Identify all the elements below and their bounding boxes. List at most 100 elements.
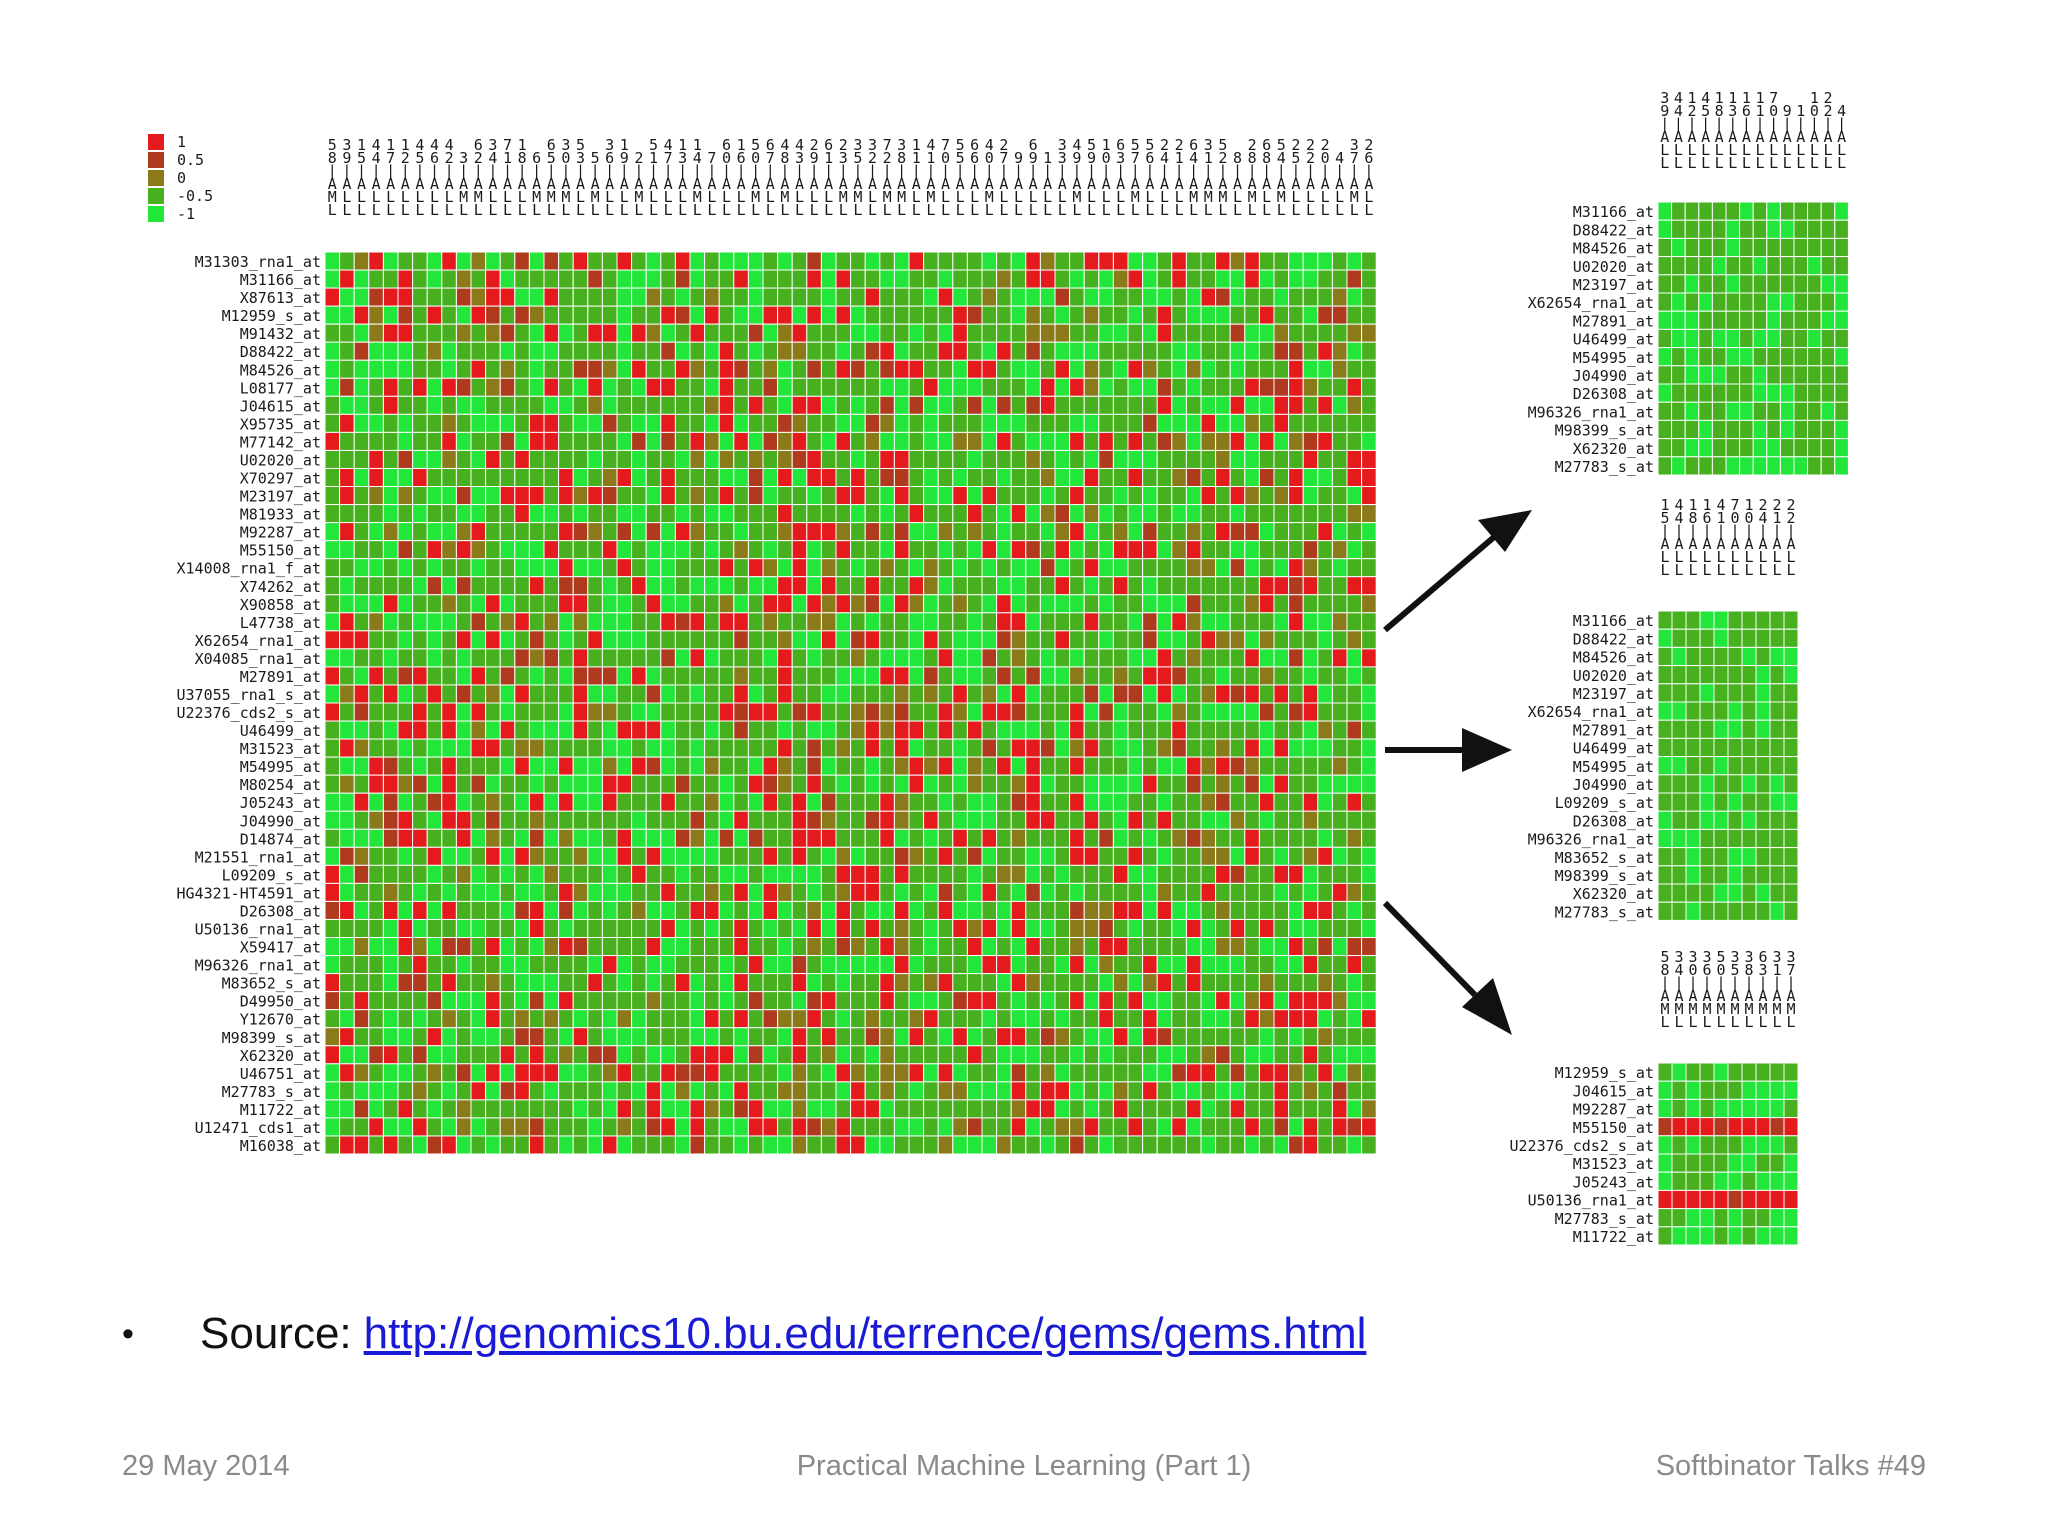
- heatmap-cell: [543, 900, 560, 920]
- heatmap-cell: [1039, 973, 1056, 993]
- row-label: M81933_at: [240, 506, 321, 524]
- heatmap-cell: [1112, 522, 1129, 542]
- heatmap-cell: [558, 594, 574, 614]
- heatmap-cell: [543, 449, 560, 469]
- heatmap-cell: [747, 991, 764, 1011]
- column-header-code: A: [678, 175, 687, 193]
- heatmap-cell: [820, 1045, 837, 1065]
- heatmap-cell: [1288, 810, 1304, 830]
- column-header-code: L: [707, 188, 716, 206]
- heatmap-cell: [1671, 438, 1686, 458]
- heatmap-cell: [514, 377, 530, 397]
- heatmap-cell: [689, 431, 706, 451]
- heatmap-cell: [733, 792, 749, 812]
- heatmap-cell: [996, 504, 1012, 524]
- heatmap-cell: [382, 684, 399, 704]
- heatmap-cell: [1127, 287, 1144, 307]
- column-header-code: L: [1730, 561, 1739, 579]
- heatmap-cell: [1156, 720, 1173, 740]
- column-header-digit: 6: [970, 136, 979, 154]
- heatmap-cell: [1779, 310, 1795, 330]
- heatmap-cell: [1288, 467, 1304, 488]
- heatmap-cell: [791, 738, 808, 758]
- column-header-digit: 1: [1744, 496, 1753, 514]
- heatmap-cell: [339, 522, 355, 542]
- heatmap-cell: [923, 828, 939, 848]
- heatmap-cell: [1258, 702, 1275, 722]
- heatmap-cell: [704, 810, 720, 830]
- heatmap-cell: [996, 1135, 1012, 1155]
- heatmap-cell: [368, 558, 384, 578]
- heatmap-cell: [791, 359, 808, 379]
- heatmap-cell: [820, 702, 837, 722]
- column-header-digit: 2: [839, 136, 848, 154]
- column-header-code: L: [1716, 561, 1725, 579]
- column-header-digit: 4: [1716, 496, 1725, 514]
- heatmap-cell: [1185, 1081, 1202, 1101]
- heatmap-cell: [1288, 955, 1304, 975]
- heatmap-cell: [1127, 1027, 1144, 1047]
- heatmap-cell: [412, 918, 428, 939]
- column-header-digit: 3: [1730, 948, 1739, 966]
- heatmap-cell: [923, 413, 939, 433]
- heatmap-cell: [339, 666, 355, 686]
- heatmap-cell: [1331, 1099, 1348, 1119]
- column-header-code: L: [1755, 154, 1764, 172]
- column-header-code: |: [342, 162, 351, 180]
- column-header-code: M: [1786, 1000, 1795, 1018]
- heatmap-cell: [1671, 701, 1687, 721]
- heatmap-cell: [601, 846, 618, 866]
- heatmap-cell: [1098, 486, 1114, 506]
- heatmap-cell: [1752, 237, 1768, 258]
- heatmap-cell: [1156, 774, 1173, 794]
- column-header-code: |: [810, 162, 819, 180]
- heatmap-cell: [631, 504, 647, 524]
- heatmap-cell: [601, 882, 618, 902]
- heatmap-cell: [1755, 901, 1771, 921]
- source-link[interactable]: http://genomics10.bu.edu/terrence/gems/g…: [363, 1309, 1367, 1358]
- heatmap-cell: [631, 1009, 647, 1029]
- column-header-code: A: [576, 175, 585, 193]
- heatmap-cell: [864, 305, 881, 325]
- column-header-code: L: [1810, 141, 1819, 159]
- heatmap-cell: [528, 900, 545, 920]
- heatmap-cell: [587, 955, 603, 975]
- heatmap-cell: [1200, 377, 1217, 397]
- heatmap-cell: [893, 377, 910, 397]
- heatmap-cell: [1331, 467, 1348, 488]
- heatmap-cell: [543, 1099, 560, 1119]
- heatmap-cell: [893, 251, 910, 271]
- heatmap-cell: [616, 323, 633, 343]
- column-header-digit: 1: [1687, 89, 1696, 107]
- heatmap-cell: [1069, 900, 1085, 920]
- heatmap-cell: [660, 251, 676, 271]
- column-header-digit: 5: [1660, 509, 1669, 527]
- heatmap-cell: [1657, 828, 1673, 849]
- heatmap-cell: [937, 540, 954, 560]
- heatmap-cell: [1288, 1027, 1304, 1047]
- heatmap-cell: [923, 269, 939, 289]
- heatmap-cell: [368, 269, 384, 289]
- heatmap-cell: [820, 630, 837, 650]
- heatmap-cell: [353, 720, 370, 740]
- heatmap-cell: [718, 323, 735, 343]
- heatmap-cell: [368, 810, 384, 830]
- heatmap-cell: [893, 810, 910, 830]
- column-header-code: A: [985, 175, 994, 193]
- heatmap-cell: [353, 486, 370, 506]
- heatmap-cell: [1346, 576, 1363, 596]
- heatmap-cell: [747, 395, 764, 415]
- heatmap-cell: [1098, 810, 1114, 830]
- heatmap-cell: [937, 666, 954, 686]
- heatmap-cell: [514, 1045, 530, 1065]
- column-header-digit: 6: [474, 136, 483, 154]
- heatmap-cell: [324, 395, 341, 415]
- heatmap-cell: [1741, 1098, 1757, 1119]
- heatmap-cell: [514, 1117, 530, 1137]
- heatmap-cell: [470, 540, 487, 560]
- heatmap-cell: [981, 937, 998, 957]
- heatmap-cell: [1185, 1063, 1202, 1083]
- heatmap-cell: [631, 1099, 647, 1119]
- heatmap-cell: [1713, 828, 1729, 849]
- heatmap-cell: [339, 323, 355, 343]
